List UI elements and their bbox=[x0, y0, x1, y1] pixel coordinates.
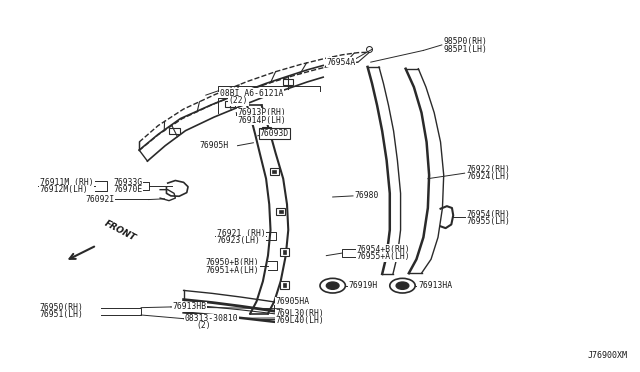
Text: 76954(RH): 76954(RH) bbox=[466, 210, 510, 219]
Text: 985P0(RH): 985P0(RH) bbox=[444, 37, 488, 46]
Polygon shape bbox=[440, 206, 453, 228]
Text: 76919H: 76919H bbox=[349, 281, 378, 290]
Text: 76951(LH): 76951(LH) bbox=[40, 311, 83, 320]
Text: 76911M (RH): 76911M (RH) bbox=[40, 178, 93, 187]
Bar bbox=[279, 210, 283, 214]
Bar bbox=[170, 128, 180, 134]
Text: S: S bbox=[283, 316, 287, 322]
Text: 76092I: 76092I bbox=[85, 195, 115, 204]
Text: 76924(LH): 76924(LH) bbox=[466, 172, 510, 181]
Bar bbox=[273, 170, 276, 173]
Text: 769L30(RH): 769L30(RH) bbox=[276, 309, 324, 318]
Text: 76905HA: 76905HA bbox=[276, 297, 310, 306]
Circle shape bbox=[326, 282, 339, 289]
Bar bbox=[284, 79, 293, 85]
Text: 76955(LH): 76955(LH) bbox=[466, 217, 510, 227]
Text: (22): (22) bbox=[228, 96, 248, 105]
Text: 76951+A(LH): 76951+A(LH) bbox=[206, 266, 259, 275]
Text: 76905H: 76905H bbox=[200, 141, 228, 150]
Bar bbox=[225, 101, 235, 107]
Text: 76980: 76980 bbox=[355, 192, 380, 201]
Text: 08313-30810: 08313-30810 bbox=[185, 314, 239, 323]
Text: 76950+B(RH): 76950+B(RH) bbox=[206, 259, 259, 267]
Text: J76900XM: J76900XM bbox=[588, 351, 628, 360]
Text: 76950(RH): 76950(RH) bbox=[40, 303, 83, 312]
Bar bbox=[280, 248, 289, 256]
Text: 76922(RH): 76922(RH) bbox=[466, 165, 510, 174]
Text: 76955+A(LH): 76955+A(LH) bbox=[356, 252, 410, 261]
Bar bbox=[283, 250, 286, 254]
Text: 76093D: 76093D bbox=[260, 129, 289, 138]
Bar bbox=[283, 283, 286, 287]
Bar bbox=[262, 127, 271, 135]
Text: 76954+B(RH): 76954+B(RH) bbox=[356, 245, 410, 254]
Text: 76912M(LH): 76912M(LH) bbox=[40, 185, 88, 194]
Bar bbox=[264, 129, 268, 133]
Text: 76921 (RH): 76921 (RH) bbox=[216, 229, 266, 238]
Circle shape bbox=[396, 282, 409, 289]
Bar bbox=[270, 168, 279, 175]
Text: 985P1(LH): 985P1(LH) bbox=[444, 45, 488, 54]
Bar bbox=[280, 281, 289, 289]
Text: 76914P(LH): 76914P(LH) bbox=[237, 116, 286, 125]
Text: (2): (2) bbox=[196, 321, 211, 330]
Text: 76913P(RH): 76913P(RH) bbox=[237, 108, 286, 117]
Text: 08BI A6-6121A: 08BI A6-6121A bbox=[220, 89, 284, 98]
Text: 76923(LH): 76923(LH) bbox=[216, 237, 260, 246]
Text: 76933G: 76933G bbox=[114, 178, 143, 187]
Polygon shape bbox=[166, 180, 188, 196]
Text: 76954A: 76954A bbox=[326, 58, 356, 67]
Text: 769L40(LH): 769L40(LH) bbox=[276, 316, 324, 326]
Text: 76970E: 76970E bbox=[114, 185, 143, 194]
Text: 76913HA: 76913HA bbox=[419, 281, 452, 290]
Text: FRONT: FRONT bbox=[103, 219, 138, 243]
Bar bbox=[276, 208, 285, 215]
Text: 76913HB: 76913HB bbox=[173, 302, 207, 311]
